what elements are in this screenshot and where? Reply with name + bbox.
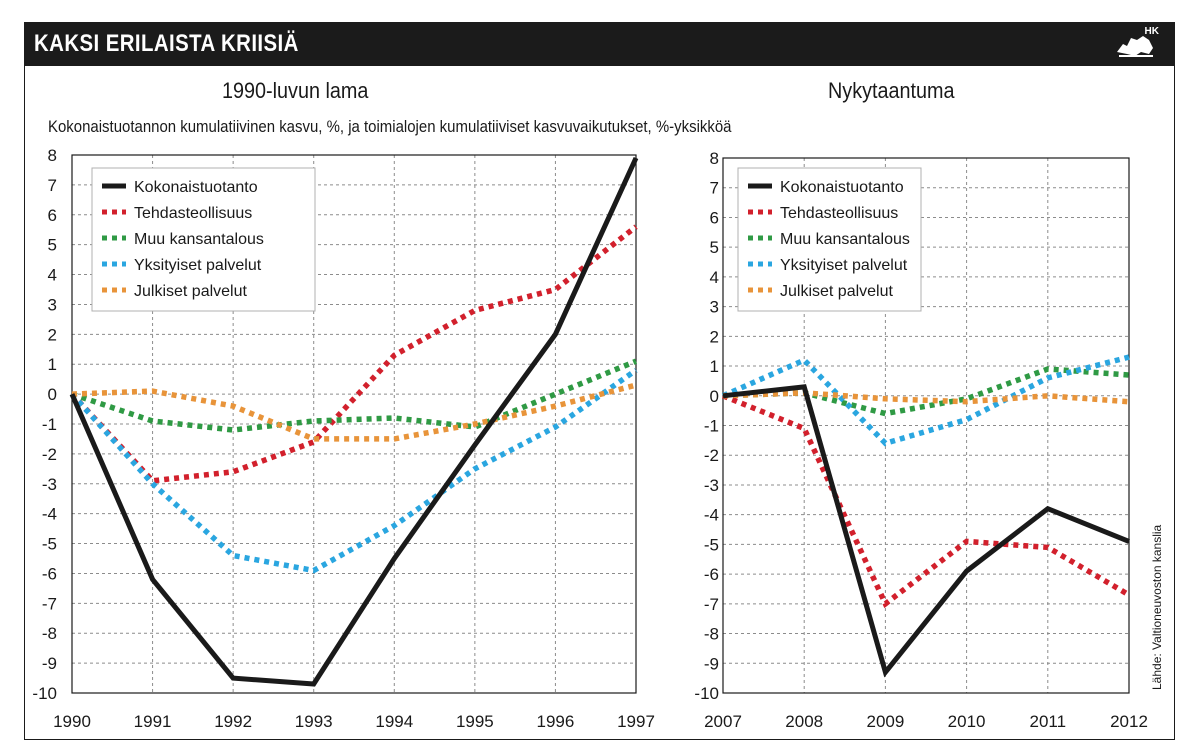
figure-title: KAKSI ERILAISTA KRIISIÄ xyxy=(34,30,299,57)
y-tick-label: -6 xyxy=(42,564,57,583)
legend-label: Tehdasteollisuus xyxy=(780,205,898,222)
series-line xyxy=(721,393,1131,609)
left-chart-title: 1990-luvun lama xyxy=(222,78,369,103)
legend-label: Yksityiset palvelut xyxy=(134,257,262,274)
x-tick-label: 1993 xyxy=(295,712,333,731)
logo-text: HK xyxy=(1144,26,1159,37)
y-tick-label: -1 xyxy=(42,415,57,434)
y-tick-label: -4 xyxy=(704,506,719,525)
y-tick-label: 0 xyxy=(48,385,57,404)
y-tick-label: -9 xyxy=(42,654,57,673)
series-line xyxy=(71,358,638,433)
x-tick-label: 2007 xyxy=(704,712,742,731)
y-tick-label: 8 xyxy=(710,149,719,168)
y-tick-label: 0 xyxy=(710,387,719,406)
y-tick-label: -7 xyxy=(42,594,57,613)
series-line xyxy=(722,390,1130,405)
y-tick-label: 2 xyxy=(710,327,719,346)
x-tick-label: 2008 xyxy=(785,712,823,731)
series-line xyxy=(722,384,1130,678)
y-tick-label: -8 xyxy=(42,624,57,643)
y-tick-label: 2 xyxy=(48,325,57,344)
y-tick-label: 7 xyxy=(48,176,57,195)
series-line xyxy=(71,382,637,442)
chart-caption: Kokonaistuotannon kumulatiivinen kasvu, … xyxy=(48,117,732,136)
x-tick-label: 2009 xyxy=(866,712,904,731)
y-tick-label: -2 xyxy=(704,446,719,465)
x-tick-label: 1991 xyxy=(134,712,172,731)
y-tick-label: 4 xyxy=(48,266,57,285)
y-tick-label: 5 xyxy=(710,238,719,257)
x-tick-label: 1990 xyxy=(53,712,91,731)
legend-label: Julkiset palvelut xyxy=(780,283,894,300)
series-line xyxy=(69,156,639,687)
legend-label: Muu kansantalous xyxy=(780,231,910,248)
x-tick-label: 1995 xyxy=(456,712,494,731)
y-tick-label: -9 xyxy=(704,654,719,673)
x-tick-label: 2011 xyxy=(1030,712,1067,731)
legend-label: Kokonaistuotanto xyxy=(780,179,904,196)
y-tick-label: -5 xyxy=(42,535,57,554)
publisher-logo: HK xyxy=(1113,26,1161,62)
y-tick-label: -3 xyxy=(704,476,719,495)
y-tick-label: -5 xyxy=(704,535,719,554)
legend-box xyxy=(91,167,316,312)
legend-label: Tehdasteollisuus xyxy=(134,205,252,222)
y-tick-label: 5 xyxy=(48,236,57,255)
y-tick-label: 1 xyxy=(710,357,719,376)
y-tick-label: -7 xyxy=(704,595,719,614)
series-line xyxy=(721,354,1130,447)
y-tick-label: 3 xyxy=(710,298,719,317)
y-tick-label: 8 xyxy=(48,146,57,165)
y-tick-label: 4 xyxy=(710,268,719,287)
x-tick-label: 1996 xyxy=(537,712,575,731)
legend-label: Kokonaistuotanto xyxy=(134,179,258,196)
lion-emblem-icon xyxy=(1117,36,1153,57)
y-tick-label: -6 xyxy=(704,565,719,584)
legend-label: Yksityiset palvelut xyxy=(780,257,908,274)
y-tick-label: -8 xyxy=(704,625,719,644)
y-tick-label: -1 xyxy=(704,417,719,436)
y-tick-label: -3 xyxy=(42,475,57,494)
y-tick-label: 7 xyxy=(710,179,719,198)
plot-frame xyxy=(722,157,1130,694)
y-tick-label: -10 xyxy=(694,684,719,703)
header-banner: KAKSI ERILAISTA KRIISIÄ HK xyxy=(24,22,1175,66)
legend-label: Julkiset palvelut xyxy=(134,283,248,300)
y-tick-label: -10 xyxy=(32,684,57,703)
x-tick-label: 1994 xyxy=(375,712,413,731)
x-tick-label: 2010 xyxy=(948,712,986,731)
series-line xyxy=(69,224,638,484)
y-tick-label: -4 xyxy=(42,505,57,524)
x-tick-label: 1992 xyxy=(214,712,252,731)
y-tick-label: -2 xyxy=(42,445,57,464)
y-tick-label: 6 xyxy=(710,208,719,227)
y-tick-label: 6 xyxy=(48,206,57,225)
legend-label: Muu kansantalous xyxy=(134,231,264,248)
right-chart-title: Nykytaantuma xyxy=(828,78,955,103)
plot-frame xyxy=(71,154,637,694)
x-tick-label: 2012 xyxy=(1110,712,1148,731)
x-tick-label: 1997 xyxy=(617,712,655,731)
y-tick-label: 3 xyxy=(48,295,57,314)
y-tick-label: 1 xyxy=(48,355,57,374)
